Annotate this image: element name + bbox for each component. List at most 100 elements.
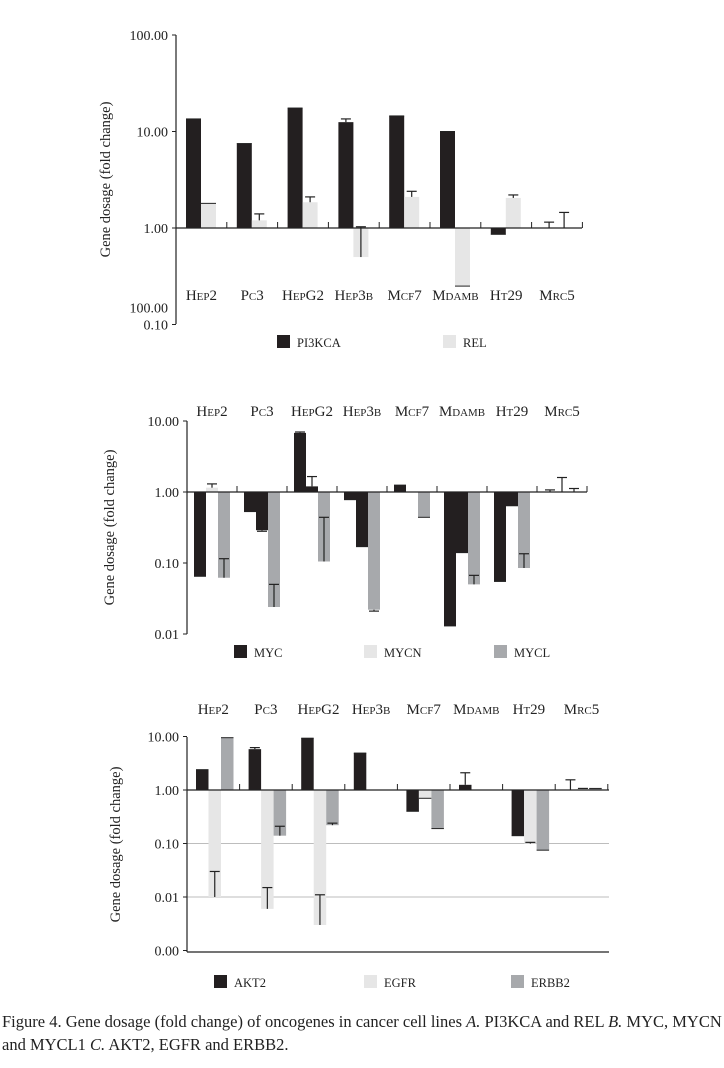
- bar-myc: [494, 492, 506, 582]
- bar-akt2: [301, 738, 314, 790]
- y-tick-label: 10.00: [148, 415, 180, 430]
- y-tick-label: 10.00: [148, 731, 180, 746]
- category-label: Mrc5: [564, 702, 600, 718]
- bar-pi3kca: [490, 228, 506, 235]
- category-label: Mrc5: [544, 404, 580, 420]
- bar-erbb2: [221, 737, 234, 790]
- category-label: Hep2: [198, 702, 229, 718]
- bar-mycl: [268, 492, 280, 608]
- bar-myc: [394, 485, 406, 492]
- bar-mycl: [468, 492, 480, 585]
- bar-mycl: [368, 492, 380, 610]
- bar-myc: [194, 492, 206, 577]
- bar-erbb2: [326, 790, 339, 826]
- bar-pi3kca: [338, 122, 354, 228]
- category-label: Hep2: [196, 404, 227, 420]
- category-label: Pc3: [241, 288, 264, 304]
- y-tick-label: 0.00: [155, 945, 180, 960]
- y-tick-label: 1.00: [155, 486, 180, 501]
- legend-swatch-mycl: [494, 645, 507, 658]
- bar-akt2: [196, 769, 209, 790]
- legend-label-rel: REL: [463, 336, 487, 350]
- y-axis-label: Gene dosage (fold change): [102, 449, 118, 605]
- category-label: Mcf7: [407, 702, 442, 718]
- category-label: Pc3: [254, 702, 277, 718]
- category-label: Hep3b: [343, 404, 382, 420]
- caption-b-label: B.: [608, 1012, 623, 1031]
- bar-myc: [294, 432, 306, 492]
- bar-myc: [244, 492, 256, 512]
- category-label: Mdamb: [432, 288, 478, 304]
- bar-akt2: [459, 784, 472, 790]
- caption-b-text: MYC, MYCN and MYCL1: [2, 1012, 722, 1054]
- category-label: Hep2: [186, 288, 217, 304]
- category-label: Ht29: [496, 404, 529, 420]
- legend-swatch-pi3kca: [277, 335, 290, 348]
- category-label: Mcf7: [395, 404, 430, 420]
- y-axis-label: Gene dosage (fold change): [108, 766, 124, 922]
- bar-mycn: [456, 492, 468, 553]
- y-tick-label: 1.00: [155, 784, 180, 799]
- y-tick-label: 0.10: [155, 557, 180, 572]
- bar-pi3kca: [389, 115, 405, 228]
- category-label: HepG2: [297, 702, 339, 718]
- bar-mycn: [306, 486, 318, 492]
- legend-label-egfr: EGFR: [384, 976, 417, 990]
- category-label: HepG2: [291, 404, 333, 420]
- bar-erbb2: [273, 790, 287, 836]
- legend-label-akt2: AKT2: [234, 976, 266, 990]
- bar-egfr: [313, 790, 327, 925]
- panel-c: 10.00 1.00 0.10 0.01 0.00 Gene dosage (fold c…: [108, 702, 609, 990]
- bar-mycl: [418, 492, 430, 518]
- legend-label-erbb2: ERBB2: [531, 976, 570, 990]
- bar-egfr: [261, 790, 274, 909]
- bar-erbb2: [536, 790, 550, 851]
- bar-mycn: [206, 487, 218, 492]
- bar-egfr: [418, 790, 432, 799]
- category-label: Mdamb: [453, 702, 499, 718]
- bar-akt2: [248, 749, 262, 790]
- legend-swatch-egfr: [364, 975, 377, 988]
- legend-swatch-erbb2: [511, 975, 524, 988]
- category-label: Hep3b: [335, 288, 374, 304]
- bar-akt2: [511, 790, 525, 836]
- legend-label-myc: MYC: [254, 646, 282, 660]
- bar-akt2: [353, 753, 367, 790]
- y-tick-label: 0.01: [155, 891, 180, 906]
- category-label: HepG2: [282, 288, 324, 304]
- legend-swatch-mycn: [364, 645, 377, 658]
- legend-swatch-rel: [443, 335, 456, 348]
- bar-rel: [404, 196, 420, 228]
- bar-mycl: [518, 492, 530, 569]
- y-tick-label: 0.10: [155, 838, 180, 853]
- bar-pi3kca: [236, 143, 252, 228]
- caption-a-label: A.: [466, 1012, 481, 1031]
- category-label: Hep3b: [352, 702, 391, 718]
- caption-prefix: Figure 4. Gene dosage (fold change) of o…: [2, 1012, 467, 1031]
- bar-erbb2: [589, 788, 602, 790]
- y-tick-label: 10.00: [137, 126, 169, 141]
- y-tick-label: 0.01: [155, 628, 180, 643]
- bar-egfr: [524, 790, 537, 844]
- legend-label-pi3kca: PI3KCA: [297, 336, 341, 350]
- panel-a: 100.00 10.00 1.00 0.10 100.00 Gene dosage (fo…: [98, 29, 583, 350]
- bar-mycl: [218, 492, 230, 578]
- category-label: Pc3: [250, 404, 273, 420]
- category-label: Ht29: [513, 702, 546, 718]
- y-tick-label: 0.10: [144, 319, 169, 334]
- bar-egfr: [208, 790, 221, 897]
- y-axis-label: Gene dosage (fold change): [98, 101, 114, 257]
- bar-myc: [444, 492, 456, 626]
- bar-rel: [455, 228, 470, 287]
- bar-erbb2: [431, 790, 444, 829]
- bar-mycn: [356, 492, 368, 547]
- bar-pi3kca: [287, 108, 303, 228]
- figure-caption: Figure 4. Gene dosage (fold change) of o…: [2, 1010, 722, 1056]
- legend-swatch-myc: [234, 645, 247, 658]
- category-label: Ht29: [490, 288, 523, 304]
- bar-pi3kca: [440, 131, 455, 228]
- legend-swatch-akt2: [214, 975, 227, 988]
- legend-label-mycl: MYCL: [514, 646, 550, 660]
- panel-b: 10.00 1.00 0.10 0.01 Gene dosage (fold chang…: [102, 404, 588, 660]
- y-tick-label: 1.00: [144, 222, 169, 237]
